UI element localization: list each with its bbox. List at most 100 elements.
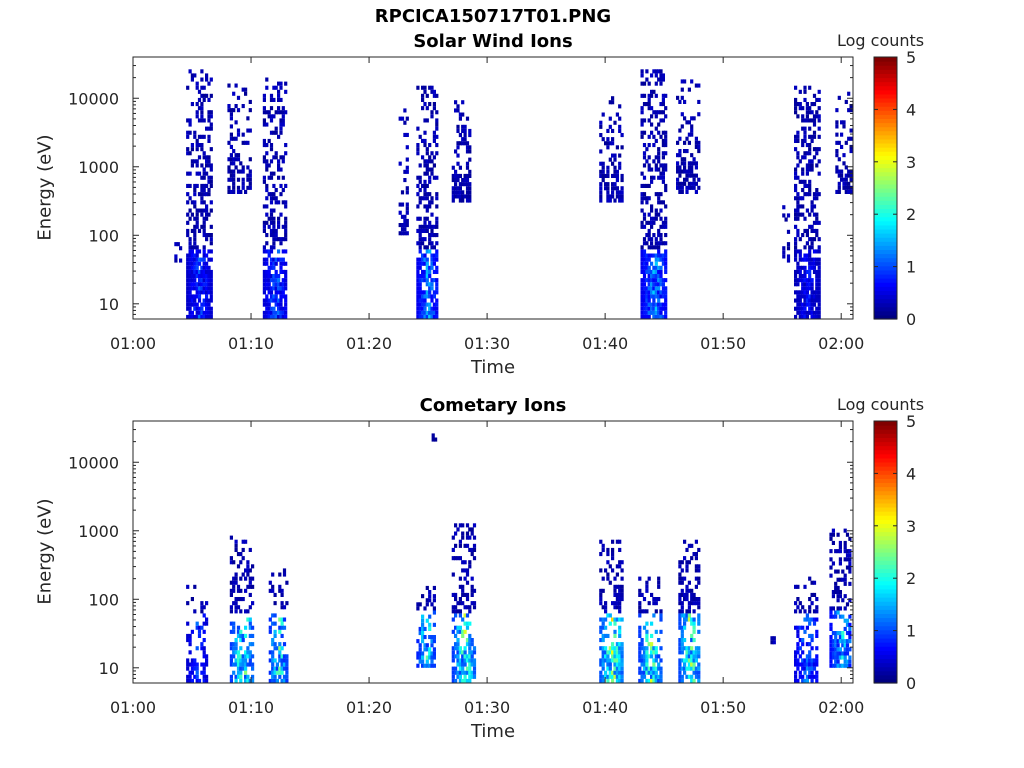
data-pixel: [657, 638, 661, 643]
data-pixel: [236, 633, 241, 638]
data-pixel: [275, 666, 279, 671]
data-pixel: [468, 678, 472, 683]
data-pixel: [815, 151, 819, 156]
data-pixel: [810, 290, 814, 295]
data-pixel: [461, 194, 465, 199]
data-pixel: [262, 224, 266, 229]
data-pixel: [794, 85, 798, 90]
data-pixel: [232, 642, 236, 647]
data-pixel: [685, 584, 689, 589]
data-pixel: [416, 265, 420, 270]
data-pixel: [805, 286, 809, 291]
data-pixel: [810, 666, 814, 671]
data-pixel: [188, 245, 192, 250]
data-pixel: [697, 149, 701, 154]
data-pixel: [190, 662, 194, 667]
data-pixel: [428, 167, 432, 172]
data-pixel: [796, 298, 800, 303]
data-pixel: [268, 629, 272, 634]
data-pixel: [640, 290, 644, 295]
data-pixel: [642, 151, 647, 156]
data-pixel: [195, 147, 199, 152]
data-pixel: [608, 658, 612, 663]
data-pixel: [458, 629, 462, 634]
colorbar-cell: [874, 670, 897, 676]
colorbar-cell: [874, 453, 897, 459]
data-pixel: [840, 132, 844, 137]
data-pixel: [202, 666, 206, 671]
data-pixel: [697, 177, 701, 182]
data-pixel: [837, 95, 841, 100]
data-pixel: [650, 666, 654, 671]
data-pixel: [642, 130, 647, 135]
data-pixel: [834, 549, 838, 554]
x-tick-label: 01:20: [346, 334, 392, 353]
data-pixel: [645, 658, 649, 663]
data-pixel: [186, 228, 190, 233]
colorbar-cell: [874, 482, 897, 488]
data-pixel: [423, 269, 427, 274]
data-pixel: [808, 253, 812, 258]
data-pixel: [803, 138, 807, 143]
data-pixel: [618, 153, 622, 158]
data-pixel: [599, 658, 603, 663]
data-pixel: [262, 257, 266, 262]
data-pixel: [680, 95, 684, 100]
data-pixel: [416, 228, 420, 233]
data-pixel: [205, 163, 209, 168]
data-pixel: [683, 157, 687, 162]
data-pixel: [195, 171, 199, 176]
data-pixel: [803, 183, 807, 188]
data-pixel: [606, 650, 610, 655]
data-pixel: [434, 437, 438, 442]
data-pixel: [796, 625, 800, 630]
data-pixel: [425, 647, 429, 652]
data-pixel: [428, 192, 432, 197]
data-pixel: [421, 183, 425, 188]
data-pixel: [650, 93, 654, 98]
data-pixel: [269, 233, 274, 238]
data-pixel: [200, 118, 204, 123]
data-pixel: [246, 617, 250, 622]
data-pixel: [834, 569, 838, 574]
data-pixel: [606, 128, 610, 133]
data-pixel: [207, 192, 211, 197]
data-pixel: [277, 167, 281, 172]
data-pixel: [265, 241, 269, 246]
data-pixel: [803, 678, 807, 683]
data-pixel: [193, 666, 197, 671]
data-pixel: [456, 194, 460, 199]
data-pixel: [834, 659, 838, 664]
data-pixel: [451, 556, 455, 561]
data-pixel: [277, 175, 281, 180]
data-pixel: [810, 159, 814, 164]
data-pixel: [461, 633, 465, 638]
data-pixel: [405, 218, 409, 223]
data-pixel: [207, 286, 211, 291]
data-pixel: [654, 110, 658, 115]
data-pixel: [244, 678, 248, 683]
data-pixel: [650, 294, 654, 299]
data-pixel: [274, 290, 278, 295]
data-pixel: [470, 601, 474, 606]
data-pixel: [207, 155, 211, 160]
data-pixel: [193, 228, 197, 233]
data-pixel: [604, 601, 608, 606]
colorbar-cell: [874, 601, 897, 606]
data-pixel: [680, 658, 684, 663]
data-pixel: [683, 79, 687, 84]
data-pixel: [278, 588, 282, 593]
data-pixel: [640, 278, 644, 283]
data-pixel: [465, 182, 470, 187]
data-pixel: [274, 302, 278, 307]
data-pixel: [472, 543, 477, 548]
data-pixel: [845, 631, 850, 636]
data-pixel: [680, 161, 684, 166]
data-pixel: [847, 108, 851, 113]
data-pixel: [465, 523, 470, 528]
data-pixel: [817, 274, 821, 279]
data-pixel: [200, 212, 204, 217]
data-pixel: [423, 310, 427, 315]
data-pixel: [207, 110, 211, 115]
data-pixel: [472, 670, 477, 675]
